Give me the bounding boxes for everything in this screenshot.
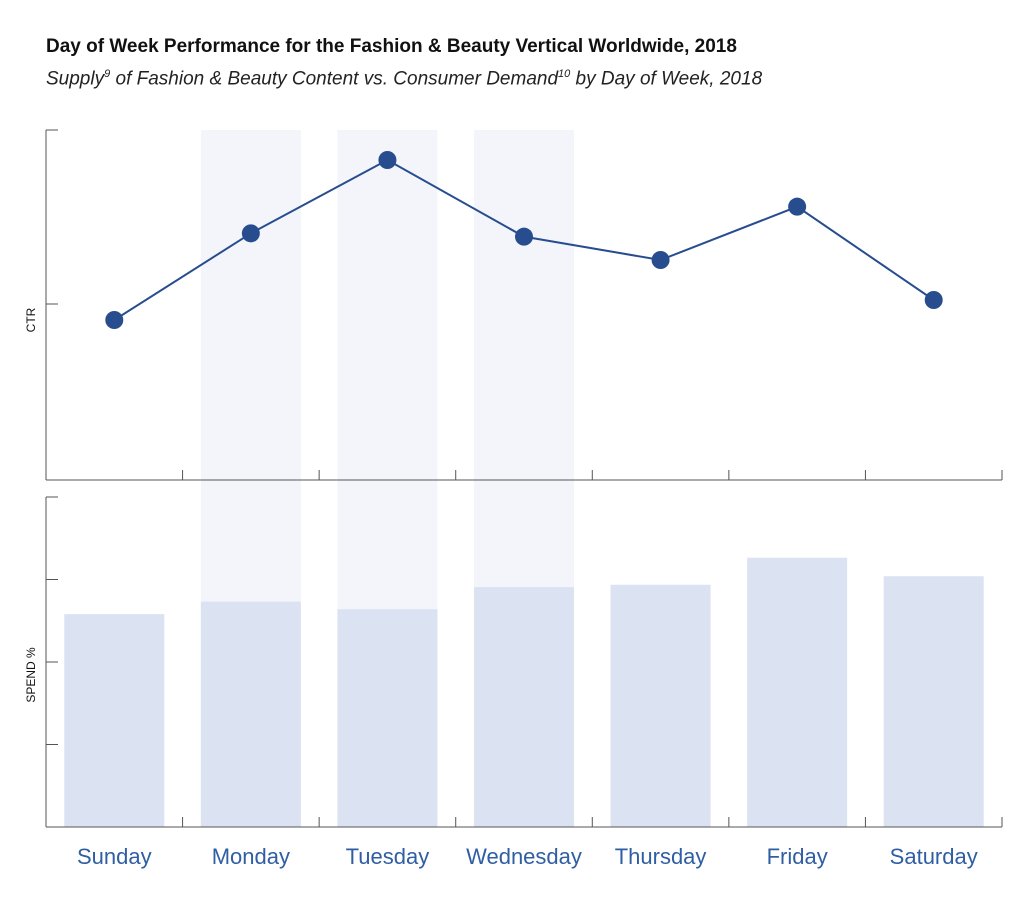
ctr-point-tuesday bbox=[378, 151, 397, 169]
subtitle-footnote-10: 10 bbox=[558, 68, 571, 80]
spend-bar-saturday bbox=[883, 576, 984, 827]
x-tick-label-monday: Monday bbox=[212, 844, 290, 869]
ctr-point-thursday bbox=[651, 251, 670, 269]
spend-axis-label: SPEND % bbox=[24, 647, 38, 703]
chart-title: Day of Week Performance for the Fashion … bbox=[46, 36, 737, 57]
x-tick-label-sunday: Sunday bbox=[77, 844, 152, 869]
ctr-line-series bbox=[105, 151, 943, 329]
ctr-point-sunday bbox=[105, 311, 124, 329]
spend-bar-monday bbox=[200, 601, 301, 827]
subtitle-footnote-9: 9 bbox=[104, 68, 111, 80]
spend-bars bbox=[64, 557, 984, 827]
spend-bar-wednesday bbox=[474, 587, 574, 827]
ctr-point-monday bbox=[241, 224, 260, 243]
x-tick-label-tuesday: Tuesday bbox=[346, 844, 430, 869]
axes bbox=[45, 129, 1003, 828]
ctr-point-friday bbox=[788, 197, 807, 216]
spend-bar-friday bbox=[747, 557, 848, 827]
spend-bar-sunday bbox=[64, 614, 165, 827]
spend-bar-tuesday bbox=[337, 609, 438, 827]
subtitle-supply: Supply bbox=[46, 68, 105, 90]
x-tick-label-saturday: Saturday bbox=[890, 844, 978, 869]
spend-bar-thursday bbox=[610, 584, 711, 827]
x-tick-label-friday: Friday bbox=[767, 844, 828, 869]
x-tick-labels: Sunday Monday Tuesday Wednesday Thursday Frid… bbox=[77, 844, 978, 869]
x-tick-label-thursday: Thursday bbox=[615, 844, 707, 869]
ctr-axis-label: CTR bbox=[24, 307, 38, 332]
chart-subtitle: Supply9 of Fashion & Beauty Content vs. … bbox=[46, 68, 762, 90]
subtitle-end: by Day of Week, 2018 bbox=[570, 68, 763, 90]
subtitle-middle: of Fashion & Beauty Content vs. Consumer… bbox=[110, 68, 559, 90]
x-tick-label-wednesday: Wednesday bbox=[466, 844, 582, 869]
ctr-point-saturday bbox=[924, 291, 943, 309]
ctr-point-wednesday bbox=[515, 227, 533, 246]
